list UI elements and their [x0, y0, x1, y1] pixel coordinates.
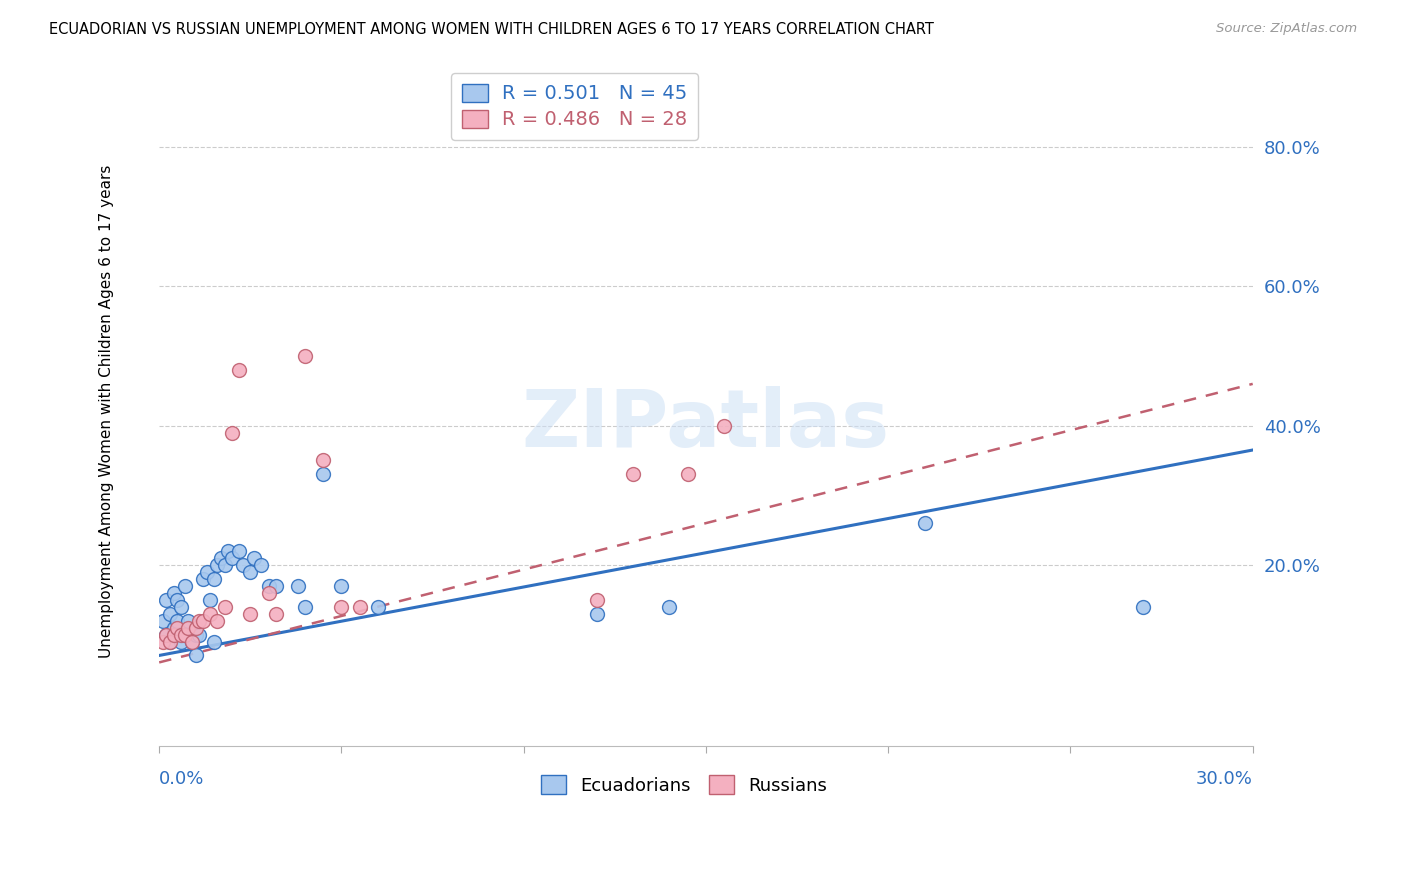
Point — [166, 621, 188, 635]
Point — [207, 558, 229, 572]
Point — [202, 572, 225, 586]
Point — [658, 599, 681, 614]
Point — [228, 363, 250, 377]
Point — [228, 544, 250, 558]
Text: Unemployment Among Women with Children Ages 6 to 17 years: Unemployment Among Women with Children A… — [100, 165, 114, 658]
Point — [217, 544, 239, 558]
Point — [214, 558, 236, 572]
Point — [152, 634, 174, 648]
Point — [184, 648, 207, 663]
Point — [209, 551, 232, 566]
Text: 0.0%: 0.0% — [159, 771, 204, 789]
Point — [159, 634, 181, 648]
Point — [173, 627, 195, 641]
Point — [181, 634, 204, 648]
Point — [221, 425, 243, 440]
Point — [166, 592, 188, 607]
Point — [621, 467, 644, 482]
Point — [173, 579, 195, 593]
Point — [239, 565, 262, 579]
Point — [914, 516, 936, 530]
Point — [163, 627, 186, 641]
Point — [207, 614, 229, 628]
Point — [170, 599, 193, 614]
Point — [159, 634, 181, 648]
Point — [177, 614, 200, 628]
Point — [294, 599, 316, 614]
Legend: Ecuadorians, Russians: Ecuadorians, Russians — [531, 766, 837, 804]
Point — [243, 551, 266, 566]
Point — [330, 579, 353, 593]
Point — [330, 599, 353, 614]
Point — [159, 607, 181, 621]
Point — [155, 592, 177, 607]
Point — [191, 614, 214, 628]
Point — [221, 551, 243, 566]
Point — [713, 418, 735, 433]
Point — [202, 634, 225, 648]
Point — [198, 592, 221, 607]
Point — [287, 579, 309, 593]
Point — [188, 614, 211, 628]
Point — [152, 614, 174, 628]
Point — [294, 349, 316, 363]
Point — [181, 634, 204, 648]
Point — [195, 565, 218, 579]
Point — [155, 627, 177, 641]
Point — [198, 607, 221, 621]
Point — [191, 572, 214, 586]
Text: ZIPatlas: ZIPatlas — [522, 386, 890, 464]
Point — [188, 627, 211, 641]
Point — [170, 627, 193, 641]
Point — [349, 599, 371, 614]
Point — [312, 453, 335, 467]
Point — [264, 607, 287, 621]
Point — [239, 607, 262, 621]
Point — [184, 627, 207, 641]
Point — [184, 621, 207, 635]
Point — [214, 599, 236, 614]
Point — [155, 627, 177, 641]
Point — [170, 634, 193, 648]
Point — [257, 586, 280, 600]
Point — [177, 621, 200, 635]
Point — [173, 627, 195, 641]
Point — [585, 592, 607, 607]
Point — [676, 467, 699, 482]
Point — [232, 558, 254, 572]
Point — [250, 558, 273, 572]
Point — [166, 614, 188, 628]
Point — [257, 579, 280, 593]
Point — [166, 627, 188, 641]
Point — [312, 467, 335, 482]
Point — [163, 621, 186, 635]
Text: ECUADORIAN VS RUSSIAN UNEMPLOYMENT AMONG WOMEN WITH CHILDREN AGES 6 TO 17 YEARS : ECUADORIAN VS RUSSIAN UNEMPLOYMENT AMONG… — [49, 22, 934, 37]
Point — [264, 579, 287, 593]
Text: 30.0%: 30.0% — [1197, 771, 1253, 789]
Point — [1132, 599, 1154, 614]
Point — [163, 586, 186, 600]
Point — [367, 599, 389, 614]
Point — [585, 607, 607, 621]
Text: Source: ZipAtlas.com: Source: ZipAtlas.com — [1216, 22, 1357, 36]
